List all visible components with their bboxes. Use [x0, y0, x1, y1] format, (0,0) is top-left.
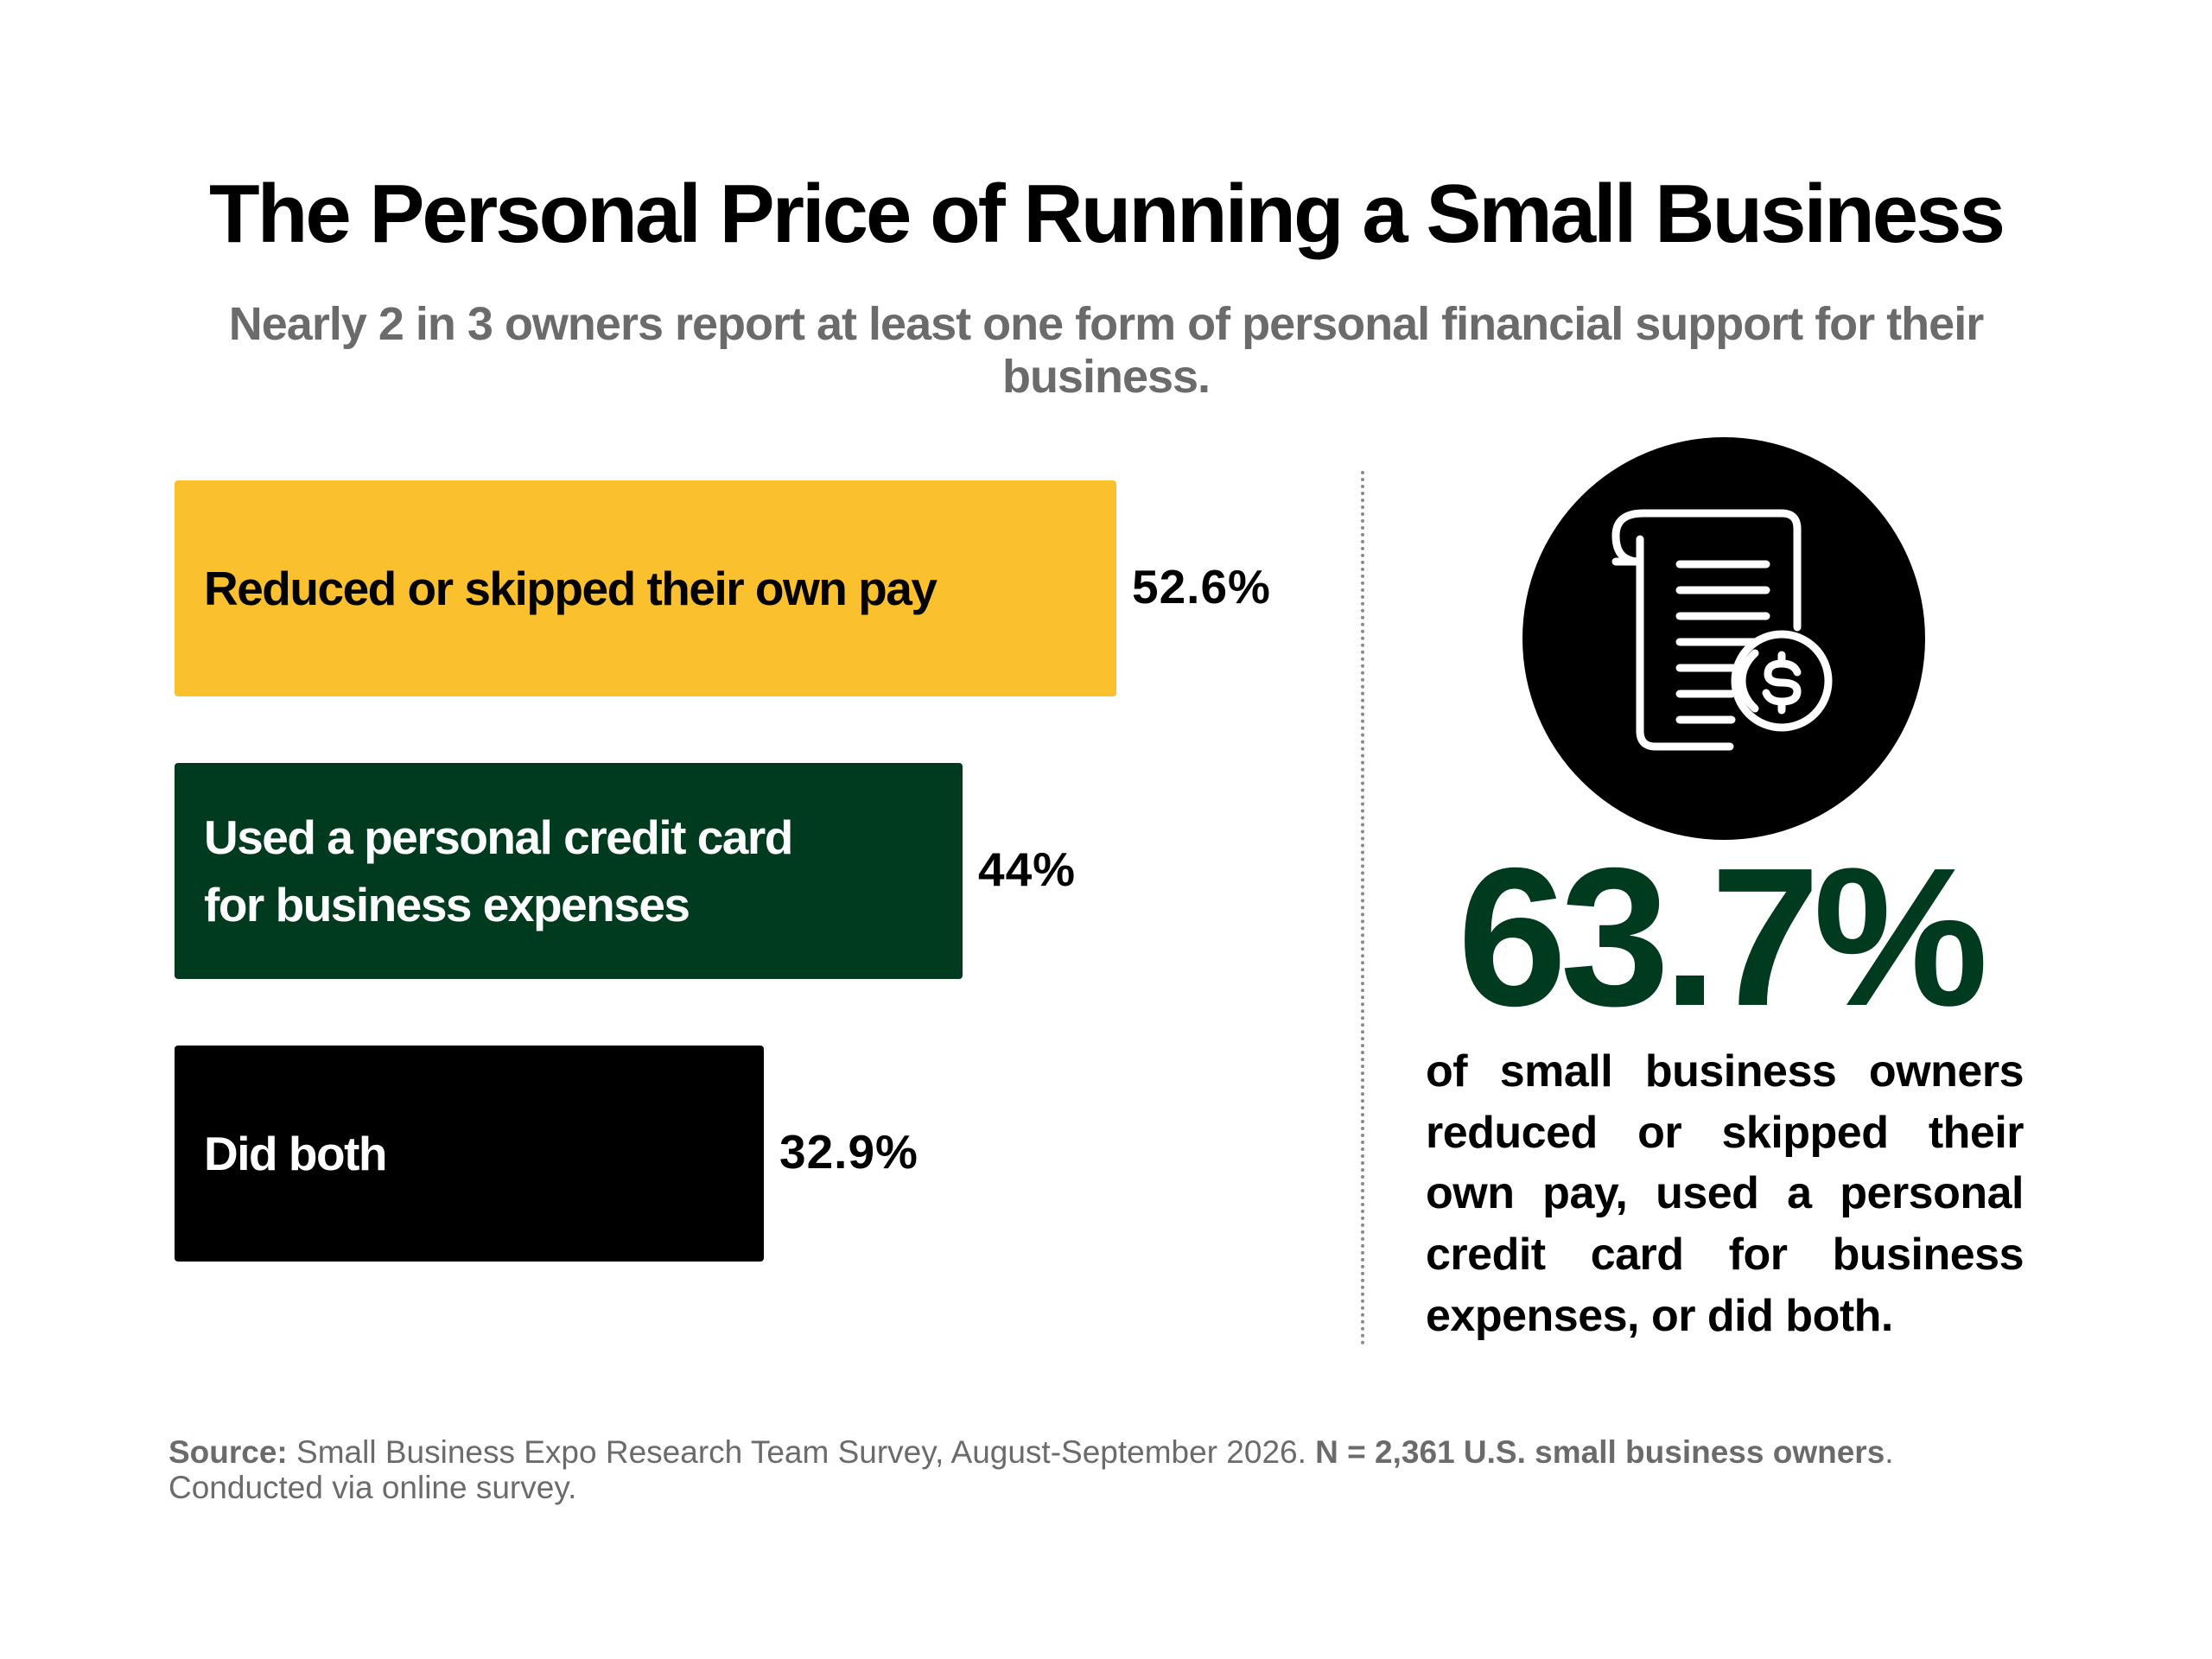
- receipt-dollar-icon: [1522, 437, 1925, 840]
- source-sample: N = 2,361 U.S. small business owners: [1315, 1434, 1885, 1470]
- bar-label-line: Used a personal credit card: [204, 810, 793, 864]
- bar-label: Did both: [204, 1120, 387, 1187]
- bar-label: Reduced or skipped their own pay: [204, 555, 938, 622]
- bar-label: Used a personal credit card for business …: [204, 804, 793, 938]
- source-method: Conducted via online survey.: [168, 1470, 577, 1506]
- source-text: Small Business Expo Research Team Survey…: [287, 1434, 1316, 1470]
- dotted-divider: [1361, 471, 1364, 1345]
- page-subtitle: Nearly 2 in 3 owners report at least one…: [228, 298, 1984, 404]
- bar-value-label: 32.9%: [779, 1125, 918, 1179]
- bar-3: Did both: [175, 1046, 764, 1262]
- bar-label-line: Did both: [204, 1126, 387, 1180]
- bar-label-line: Reduced or skipped their own pay: [204, 561, 938, 615]
- bar-1: Reduced or skipped their own pay: [175, 480, 1116, 696]
- page-title: The Personal Price of Running a Small Bu…: [209, 168, 2005, 260]
- source-label: Source:: [168, 1434, 288, 1470]
- bar-value-label: 44%: [978, 842, 1077, 896]
- bar-2: Used a personal credit card for business …: [175, 763, 963, 979]
- bar-chart: Reduced or skipped their own pay 52.6% Use…: [175, 480, 1271, 1262]
- bar-label-line: for business expenses: [204, 878, 690, 931]
- bar-value-label: 52.6%: [1132, 560, 1271, 613]
- source-end: .: [1885, 1434, 1894, 1470]
- source-note: Source: Small Business Expo Research Tea…: [168, 1434, 2069, 1506]
- highlight-value: 63.7%: [1457, 828, 1988, 1047]
- highlight-description: of small business owners reduced or skip…: [1426, 1046, 2024, 1341]
